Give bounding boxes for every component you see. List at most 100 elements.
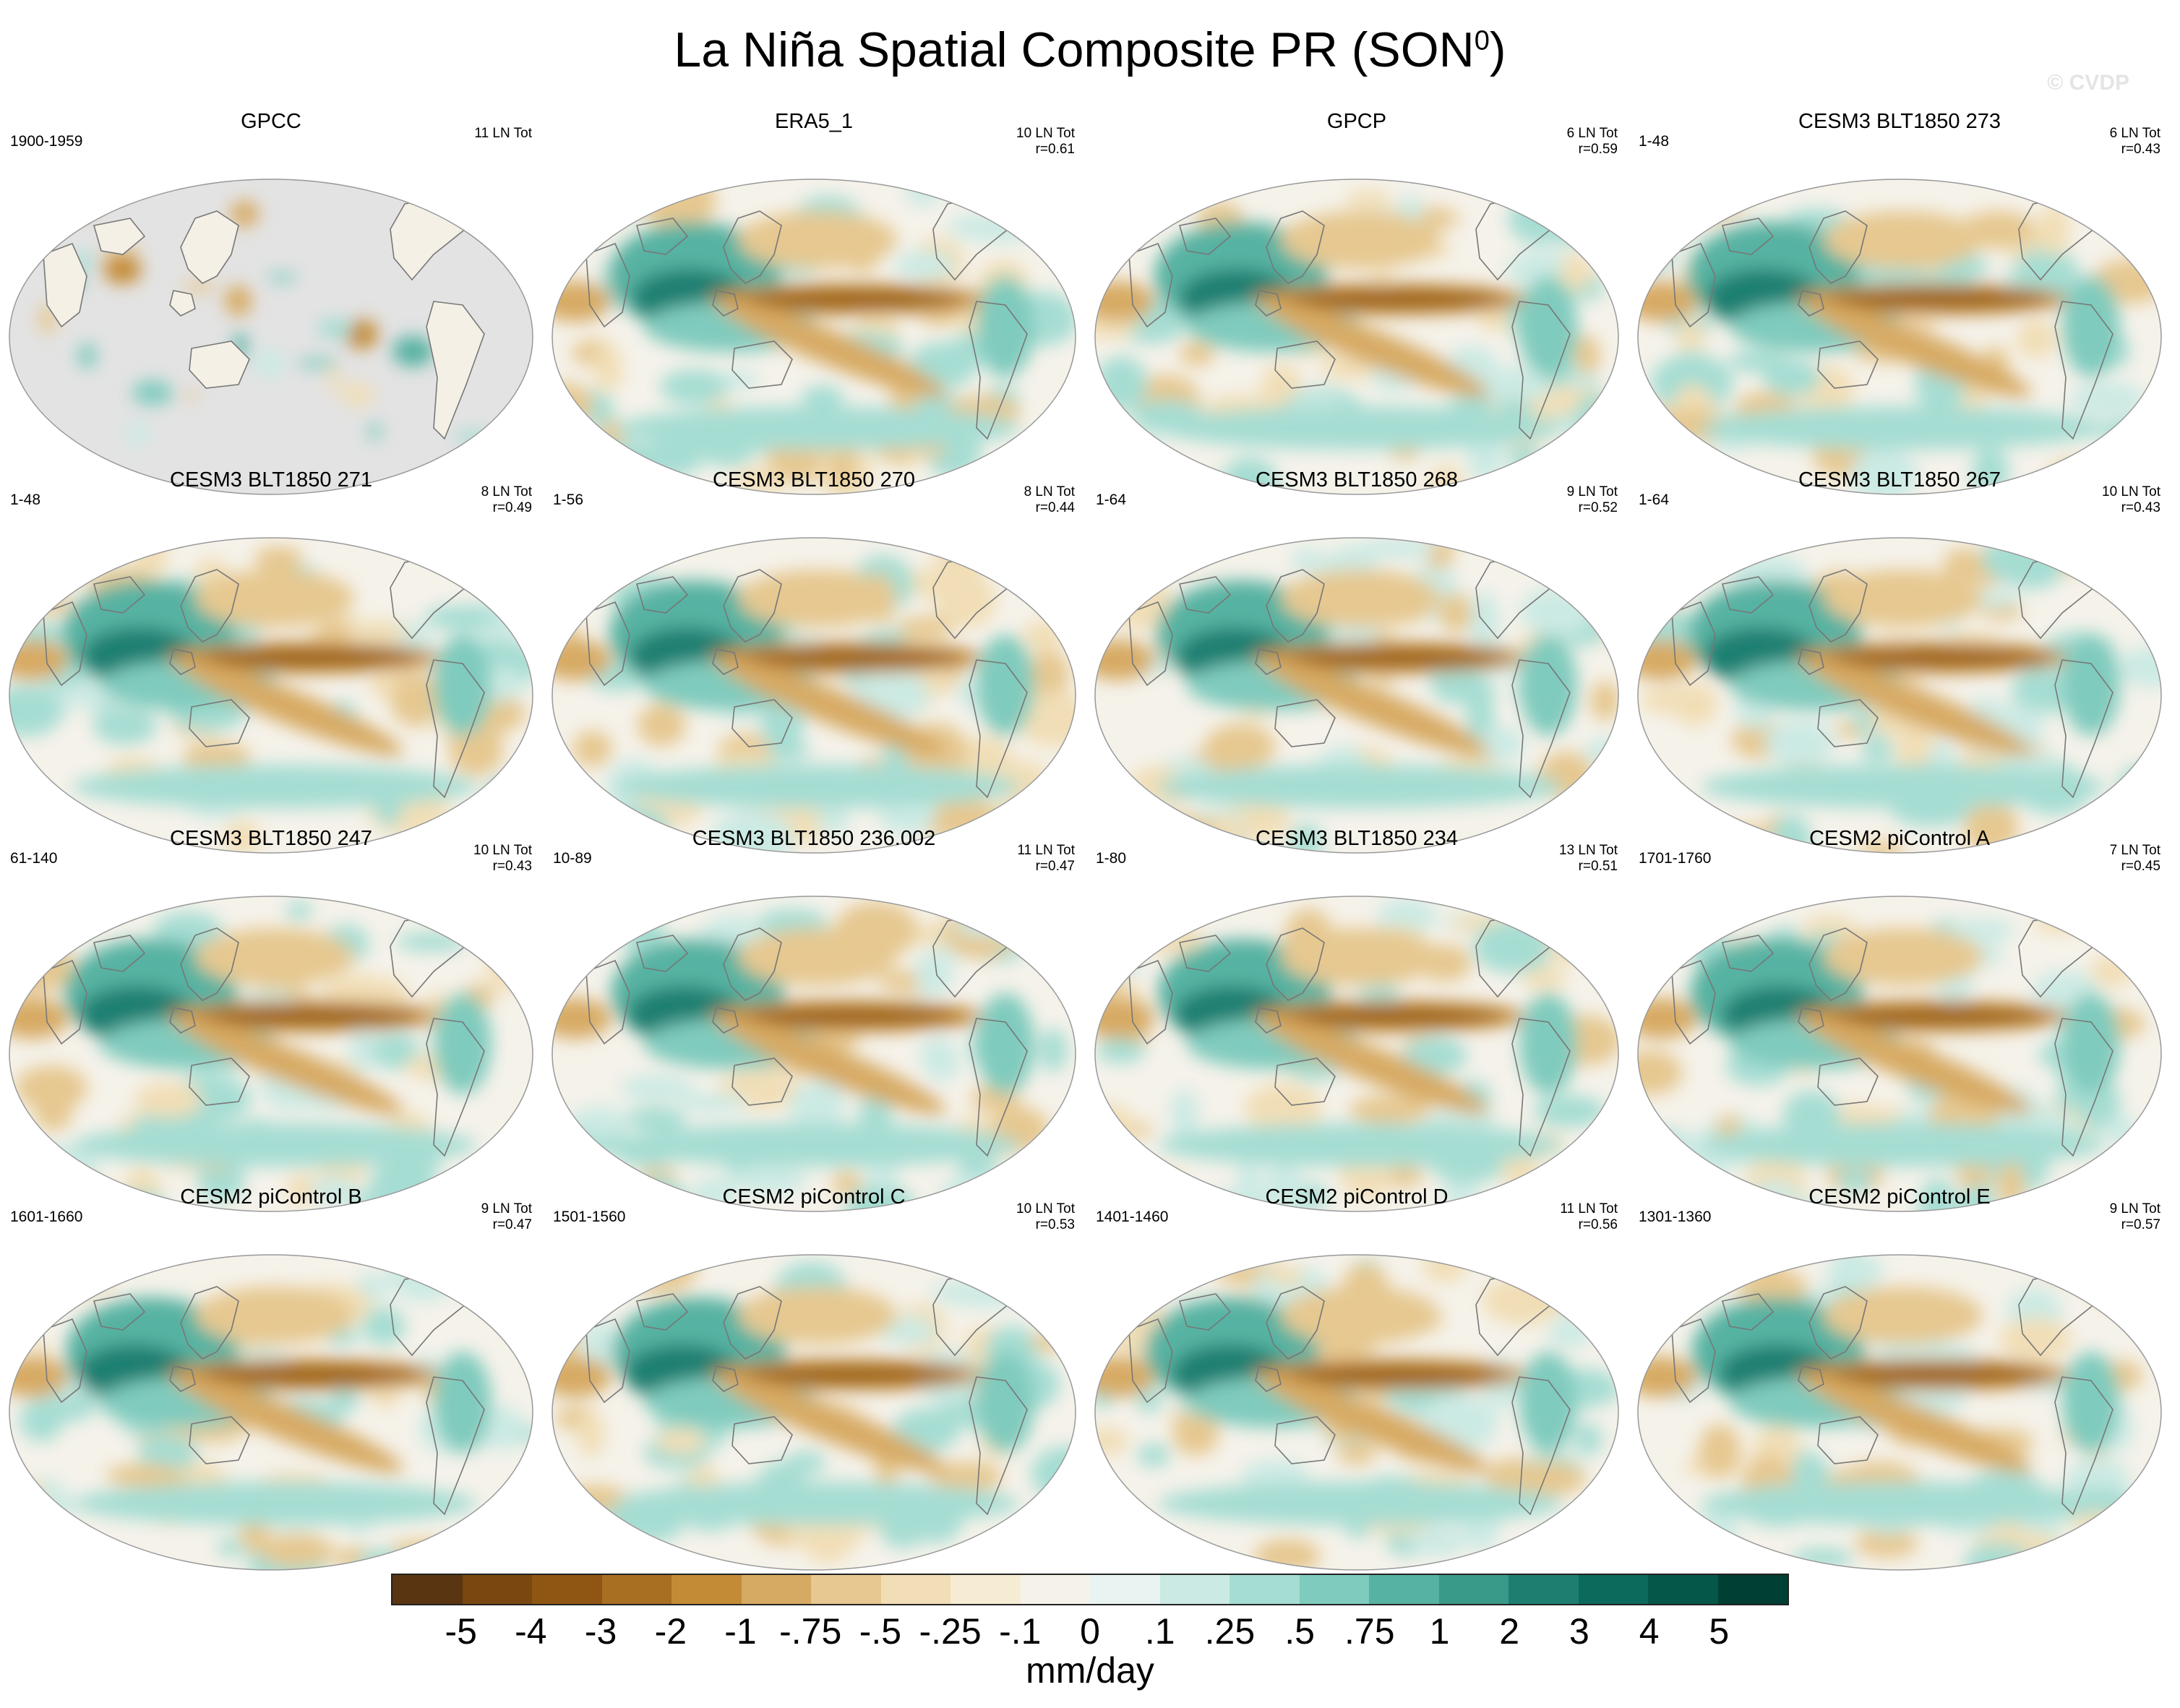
coastline <box>2119 217 2147 252</box>
coastline <box>1255 290 1282 317</box>
panel-title: GPCP <box>1326 110 1387 133</box>
map-panel: CESM3 BLT1850 271 1-48 8 LN Tot r=0.49 <box>0 468 542 854</box>
panel-period: 1-80 <box>1096 850 1127 867</box>
map-border <box>9 537 533 854</box>
panel-title: CESM2 piControl A <box>1809 827 1990 850</box>
panel-period: 1-48 <box>1639 133 1670 150</box>
coastline <box>180 927 239 1001</box>
coastline <box>426 659 485 799</box>
coastline <box>1808 210 1868 284</box>
panel-event-count: 10 LN Tot <box>473 843 532 858</box>
coastline <box>93 1293 146 1331</box>
panel-stats: 9 LN Tot r=0.47 <box>481 1201 532 1233</box>
coastline <box>1266 210 1325 284</box>
colorbar-swatch <box>1578 1575 1648 1604</box>
coastline <box>189 340 250 389</box>
map-svg <box>552 896 1076 1212</box>
colorbar-tick-label: -2 <box>654 1611 687 1652</box>
coastline <box>723 1286 782 1360</box>
coastline <box>969 659 1028 799</box>
panel-event-count: 10 LN Tot <box>2102 484 2160 499</box>
panel-title: CESM3 BLT1850 234 <box>1256 827 1458 850</box>
coastline <box>426 301 485 440</box>
panel-event-count: 11 LN Tot <box>474 126 532 141</box>
precip-anomaly-field <box>1638 538 2161 853</box>
coastline <box>1511 301 1571 440</box>
map-border <box>1094 537 1619 854</box>
panel-stats: 10 LN Tot r=0.53 <box>1016 1201 1075 1233</box>
panel-period: 1900-1959 <box>10 133 83 150</box>
panel-stats: 6 LN Tot r=0.59 <box>1567 126 1618 158</box>
map-border <box>1094 896 1619 1212</box>
colorbar-tick-label: 0 <box>1080 1611 1100 1652</box>
panel-correlation: r=0.47 <box>492 1217 532 1232</box>
coastline <box>1255 1007 1282 1034</box>
colorbar-tick-label: 2 <box>1499 1611 1520 1652</box>
title-close: ) <box>1489 22 1506 77</box>
colorbar-tick-label: -4 <box>515 1611 547 1652</box>
map-svg <box>9 896 533 1212</box>
title-superscript: 0 <box>1474 25 1490 56</box>
coastline <box>1128 959 1173 1045</box>
map-panel: CESM3 BLT1850 273 1-48 6 LN Tot r=0.43 <box>1628 110 2171 495</box>
panel-stats: 8 LN Tot r=0.44 <box>1024 484 1075 516</box>
panel-event-count: 6 LN Tot <box>1566 126 1618 141</box>
coastline <box>731 340 793 389</box>
colorbar-swatch <box>1438 1575 1509 1604</box>
panel-period: 10-89 <box>553 850 592 867</box>
coastline <box>1798 1007 1824 1034</box>
figure-title: La Niña Spatial Composite PR (SON0) <box>0 22 2180 78</box>
coastline <box>1817 1057 1879 1106</box>
map-panel: CESM2 piControl D 1401-1460 11 LN Tot r=… <box>1086 1185 1628 1571</box>
map-panel: GPCP 6 LN Tot r=0.59 <box>1086 110 1628 495</box>
coastline <box>1721 576 1775 614</box>
panel-stats: 9 LN Tot r=0.57 <box>2110 1201 2160 1233</box>
colorbar-swatch <box>811 1575 881 1604</box>
coastline <box>1671 1318 1716 1404</box>
panel-title: CESM2 piControl D <box>1265 1185 1449 1209</box>
coastline <box>169 290 196 317</box>
map-border <box>552 1254 1076 1571</box>
panel-correlation: r=0.51 <box>1578 859 1618 874</box>
panel-correlation: r=0.49 <box>492 500 532 515</box>
coastline <box>1798 290 1824 317</box>
panel-correlation: r=0.52 <box>1578 500 1618 515</box>
colorbar-tick-label: -.25 <box>919 1611 982 1652</box>
coastline <box>1817 699 1879 747</box>
colorbar-tick-label: 3 <box>1569 1611 1589 1652</box>
coastline <box>1178 576 1232 614</box>
coastline <box>723 210 782 284</box>
coastline <box>189 1057 250 1106</box>
coastline <box>2054 1018 2114 1157</box>
panel-stats: 6 LN Tot r=0.43 <box>2110 126 2160 158</box>
colorbar-tick-label: 1 <box>1429 1611 1450 1652</box>
map-panel: CESM3 BLT1850 267 1-64 10 LN Tot r=0.43 <box>1628 468 2171 854</box>
coastline <box>1178 1293 1232 1331</box>
colorbar-tick-label: .5 <box>1284 1611 1315 1652</box>
panel-title: GPCC <box>241 110 301 133</box>
coastline <box>1798 1365 1824 1392</box>
panel-stats: 11 LN Tot r=0.56 <box>1560 1201 1618 1233</box>
panel-title: CESM3 BLT1850 268 <box>1256 468 1458 492</box>
panel-event-count: 7 LN Tot <box>2109 843 2160 858</box>
panel-event-count: 8 LN Tot <box>1024 484 1075 499</box>
colorbar-swatch <box>1648 1575 1718 1604</box>
panel-stats: 10 LN Tot r=0.61 <box>1016 126 1075 158</box>
panel-stats: 9 LN Tot r=0.52 <box>1567 484 1618 516</box>
map-panel: GPCC 1900-1959 11 LN Tot <box>0 110 542 495</box>
coastline <box>2119 575 2147 610</box>
panel-event-count: 6 LN Tot <box>2109 126 2160 141</box>
panel-correlation: r=0.43 <box>2121 142 2160 157</box>
map-panel: CESM3 BLT1850 268 1-64 9 LN Tot r=0.52 <box>1086 468 1628 854</box>
map-border <box>1094 1254 1619 1571</box>
map-svg <box>552 537 1076 854</box>
panel-event-count: 9 LN Tot <box>1566 484 1618 499</box>
coastline <box>1808 927 1868 1001</box>
colorbar-swatch <box>1369 1575 1439 1604</box>
coastline <box>1255 1365 1282 1392</box>
coastline <box>1576 934 1604 969</box>
map-svg <box>552 1254 1076 1571</box>
coastline <box>1128 601 1173 687</box>
panel-title: CESM3 BLT1850 270 <box>713 468 915 492</box>
colorbar-units: mm/day <box>1026 1650 1154 1691</box>
